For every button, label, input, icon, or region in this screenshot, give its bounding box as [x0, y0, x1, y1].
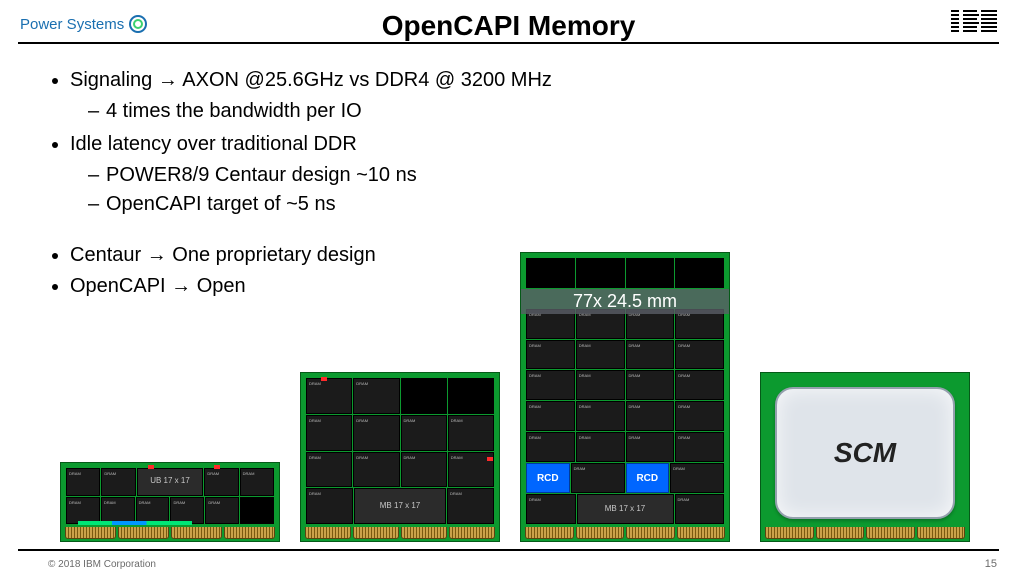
dram-chip: DRAM [307, 379, 351, 413]
hub-chip: MB 17 x 17 [578, 495, 673, 523]
dram-chip: DRAM [676, 495, 724, 523]
pins [525, 527, 725, 539]
scm-label: SCM [834, 437, 896, 469]
rcd-chip: RCD [527, 464, 569, 492]
dram-chip: DRAM [676, 402, 723, 430]
modules-row: DRAMDRAMUB 17 x 17DRAMDRAMDRAMDRAMDRAMDR… [0, 252, 1017, 542]
bullet: Signaling → AXON @25.6GHz vs DDR4 @ 3200… [70, 66, 552, 126]
module-scm: SCM [760, 372, 970, 542]
rule-top [18, 42, 999, 44]
dram-chip [402, 379, 446, 413]
dram-chip: DRAM [527, 371, 574, 399]
dram-chip: DRAM [577, 371, 624, 399]
dram-chip: DRAM [627, 371, 674, 399]
dram-chip: DRAM [402, 453, 446, 487]
rule-bottom [18, 549, 999, 551]
dram-chip [577, 259, 624, 287]
rcd-chip: RCD [627, 464, 669, 492]
dram-chip: DRAM [206, 498, 238, 524]
bullet: Idle latency over traditional DDR POWER8… [70, 130, 552, 219]
bullet-text: Signaling → AXON @25.6GHz vs DDR4 @ 3200… [70, 69, 552, 91]
pins [305, 527, 495, 539]
pins [765, 527, 965, 539]
dram-chip: DRAM [67, 469, 99, 495]
dram-chip: DRAM [577, 402, 624, 430]
dram-chip: DRAM [102, 469, 134, 495]
dram-chip: DRAM [171, 498, 203, 524]
dram-chip: DRAM [572, 464, 624, 492]
dram-chip: DRAM [676, 341, 723, 369]
dram-chip [676, 259, 723, 287]
module-medium: DRAMDRAMDRAMDRAMDRAMDRAMDRAMDRAMDRAMDRAM… [300, 372, 500, 542]
dram-chip: DRAM [241, 469, 273, 495]
dram-chip: DRAM [577, 341, 624, 369]
dram-chip: DRAM [354, 379, 398, 413]
dram-chip: DRAM [627, 341, 674, 369]
dram-chip [527, 259, 574, 287]
dram-chip: DRAM [676, 371, 723, 399]
module-small: DRAMDRAMUB 17 x 17DRAMDRAMDRAMDRAMDRAMDR… [60, 462, 280, 542]
hub-chip: UB 17 x 17 [138, 469, 203, 495]
hub-chip: MB 17 x 17 [355, 489, 445, 523]
dram-chip: DRAM [354, 416, 398, 450]
dram-chip [449, 379, 493, 413]
slide-title: OpenCAPI Memory [0, 10, 1017, 42]
slide: Power Systems OpenCAPI Memory Signaling … [0, 0, 1017, 576]
dram-chip: DRAM [627, 433, 674, 461]
sub-bullet: 4 times the bandwidth per IO [106, 97, 552, 126]
sub-bullet: POWER8/9 Centaur design ~10 ns [106, 161, 552, 190]
pins [65, 527, 275, 539]
dram-chip: DRAM [102, 498, 134, 524]
dram-chip: DRAM [676, 433, 723, 461]
bullet-text: Idle latency over traditional DDR [70, 133, 357, 155]
module-tall: 77x 24.5 mm DRAMDRAMDRAMDRAMDRAMDRAMDRAM… [520, 252, 730, 542]
dram-chip: DRAM [527, 433, 574, 461]
scm-chip: SCM [775, 387, 955, 519]
dram-chip: DRAM [577, 433, 624, 461]
dimension-label: 77x 24.5 mm [521, 289, 729, 314]
dram-chip: DRAM [137, 498, 169, 524]
dram-chip: DRAM [671, 464, 723, 492]
sub-bullet: OpenCAPI target of ~5 ns [106, 190, 552, 219]
dram-chip: DRAM [527, 402, 574, 430]
dram-chip: DRAM [307, 453, 351, 487]
dram-chip: DRAM [307, 489, 352, 523]
dram-chip: DRAM [67, 498, 99, 524]
dram-chip: DRAM [354, 453, 398, 487]
dram-chip [627, 259, 674, 287]
dram-chip: DRAM [402, 416, 446, 450]
dram-chip: DRAM [307, 416, 351, 450]
dram-chip: DRAM [627, 402, 674, 430]
dram-chip: DRAM [449, 416, 493, 450]
dram-chip: DRAM [527, 341, 574, 369]
dram-chip: DRAM [448, 489, 493, 523]
dram-chip: DRAM [205, 469, 237, 495]
dram-chip [241, 498, 273, 524]
page-number: 15 [985, 558, 997, 570]
footer-copyright: © 2018 IBM Corporation [48, 559, 156, 570]
dram-chip: DRAM [527, 495, 575, 523]
